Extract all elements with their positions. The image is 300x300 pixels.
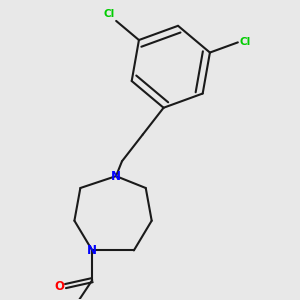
Text: Cl: Cl	[103, 9, 115, 20]
Text: O: O	[54, 280, 64, 292]
Text: Cl: Cl	[239, 38, 250, 47]
Text: N: N	[87, 244, 97, 257]
Text: N: N	[111, 169, 121, 183]
